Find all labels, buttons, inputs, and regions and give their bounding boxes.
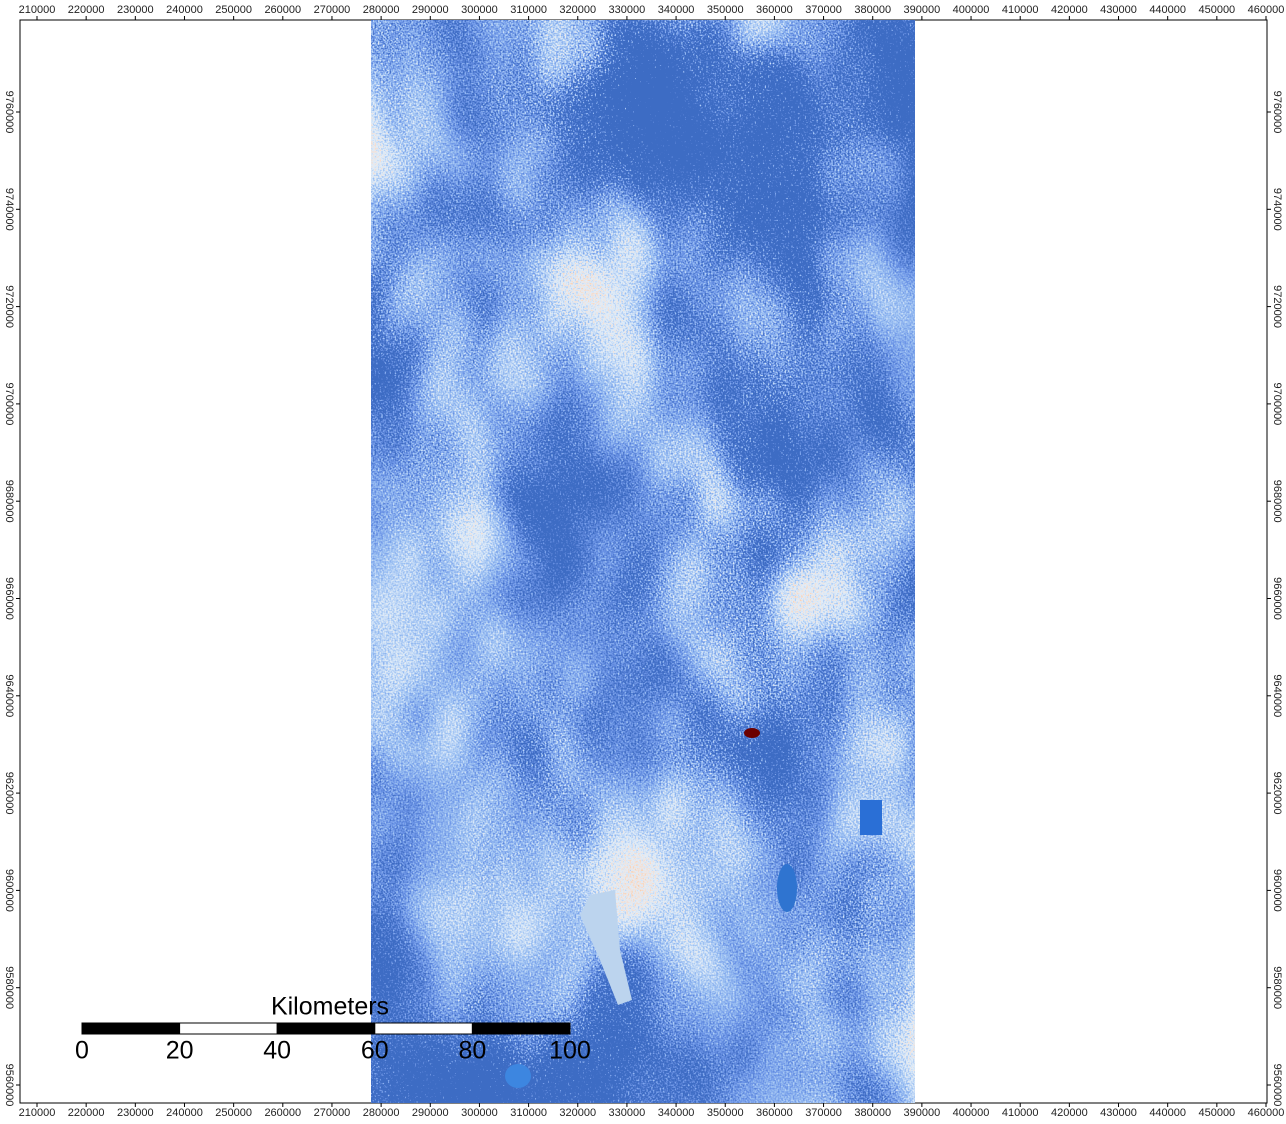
x-label-top: 400000 — [953, 4, 990, 16]
x-label-top: 230000 — [117, 4, 154, 16]
x-label-top: 340000 — [658, 4, 695, 16]
x-label-top: 210000 — [19, 4, 56, 16]
x-label-top: 420000 — [1051, 4, 1088, 16]
scale-bar-title: Kilometers — [271, 993, 389, 1021]
y-label-right: 9680000 — [1271, 480, 1283, 523]
y-label-right: 9720000 — [1271, 285, 1283, 328]
x-label-bottom: 350000 — [707, 1107, 744, 1119]
scale-label: 80 — [458, 1037, 486, 1065]
y-label-right: 9620000 — [1271, 772, 1283, 815]
x-label-top: 370000 — [805, 4, 842, 16]
raster — [371, 20, 915, 1103]
x-label-bottom: 240000 — [166, 1107, 203, 1119]
x-label-bottom: 250000 — [215, 1107, 252, 1119]
x-label-top: 250000 — [215, 4, 252, 16]
x-label-bottom: 460000 — [1248, 1107, 1285, 1119]
y-label-left: 9660000 — [3, 577, 15, 620]
scale-segment — [276, 1022, 376, 1035]
x-label-bottom: 400000 — [953, 1107, 990, 1119]
x-label-top: 440000 — [1149, 4, 1186, 16]
x-label-top: 350000 — [707, 4, 744, 16]
y-label-left: 9720000 — [3, 285, 15, 328]
lake — [744, 728, 760, 738]
y-label-left: 9580000 — [3, 966, 15, 1009]
scale-segment — [374, 1022, 473, 1035]
x-label-bottom: 420000 — [1051, 1107, 1088, 1119]
x-label-top: 320000 — [559, 4, 596, 16]
x-label-top: 450000 — [1198, 4, 1235, 16]
x-label-top: 430000 — [1100, 4, 1137, 16]
y-label-left: 9740000 — [3, 188, 15, 231]
y-label-right: 9560000 — [1271, 1064, 1283, 1107]
x-label-bottom: 230000 — [117, 1107, 154, 1119]
x-label-top: 270000 — [314, 4, 351, 16]
scale-label: 100 — [549, 1037, 591, 1065]
x-label-top: 260000 — [264, 4, 301, 16]
x-label-top: 300000 — [461, 4, 498, 16]
x-label-bottom: 290000 — [412, 1107, 449, 1119]
x-label-bottom: 390000 — [904, 1107, 941, 1119]
y-label-right: 9700000 — [1271, 382, 1283, 425]
x-label-bottom: 220000 — [68, 1107, 105, 1119]
x-label-top: 460000 — [1248, 4, 1285, 16]
y-label-right: 9760000 — [1271, 91, 1283, 134]
x-label-top: 360000 — [756, 4, 793, 16]
y-label-left: 9560000 — [3, 1064, 15, 1107]
scale-segment — [81, 1022, 181, 1035]
x-label-bottom: 320000 — [559, 1107, 596, 1119]
lake — [860, 800, 882, 835]
x-label-top: 410000 — [1002, 4, 1039, 16]
y-label-right: 9580000 — [1271, 966, 1283, 1009]
x-label-bottom: 380000 — [854, 1107, 891, 1119]
x-label-top: 240000 — [166, 4, 203, 16]
x-label-bottom: 300000 — [461, 1107, 498, 1119]
scale-label: 40 — [263, 1037, 291, 1065]
x-label-top: 330000 — [609, 4, 646, 16]
lake — [580, 890, 632, 1005]
y-label-left: 9760000 — [3, 91, 15, 134]
lake — [505, 1064, 531, 1088]
y-label-left: 9620000 — [3, 772, 15, 815]
x-label-top: 390000 — [904, 4, 941, 16]
y-label-right: 9640000 — [1271, 674, 1283, 717]
x-label-bottom: 260000 — [264, 1107, 301, 1119]
x-label-bottom: 340000 — [658, 1107, 695, 1119]
x-label-bottom: 430000 — [1100, 1107, 1137, 1119]
scale-label: 0 — [75, 1037, 89, 1065]
x-label-bottom: 370000 — [805, 1107, 842, 1119]
x-label-top: 220000 — [68, 4, 105, 16]
y-label-right: 9660000 — [1271, 577, 1283, 620]
x-label-bottom: 440000 — [1149, 1107, 1186, 1119]
scale-label: 20 — [166, 1037, 194, 1065]
x-label-bottom: 410000 — [1002, 1107, 1039, 1119]
scale-segment — [471, 1022, 571, 1035]
x-label-top: 290000 — [412, 4, 449, 16]
x-label-top: 280000 — [363, 4, 400, 16]
y-label-left: 9640000 — [3, 674, 15, 717]
y-label-left: 9700000 — [3, 382, 15, 425]
y-label-left: 9600000 — [3, 869, 15, 912]
x-label-top: 380000 — [854, 4, 891, 16]
y-label-left: 9680000 — [3, 480, 15, 523]
x-label-bottom: 280000 — [363, 1107, 400, 1119]
x-label-bottom: 310000 — [510, 1107, 547, 1119]
x-label-bottom: 270000 — [314, 1107, 351, 1119]
y-label-right: 9740000 — [1271, 188, 1283, 231]
lake — [777, 864, 797, 912]
x-label-top: 310000 — [510, 4, 547, 16]
scale-label: 60 — [361, 1037, 389, 1065]
y-label-right: 9600000 — [1271, 869, 1283, 912]
scale-segment — [179, 1022, 278, 1035]
x-label-bottom: 210000 — [19, 1107, 56, 1119]
x-label-bottom: 450000 — [1198, 1107, 1235, 1119]
x-label-bottom: 360000 — [756, 1107, 793, 1119]
scale-bar: Kilometers 0 20 40 60 80 100 — [75, 993, 591, 1065]
x-label-bottom: 330000 — [609, 1107, 646, 1119]
